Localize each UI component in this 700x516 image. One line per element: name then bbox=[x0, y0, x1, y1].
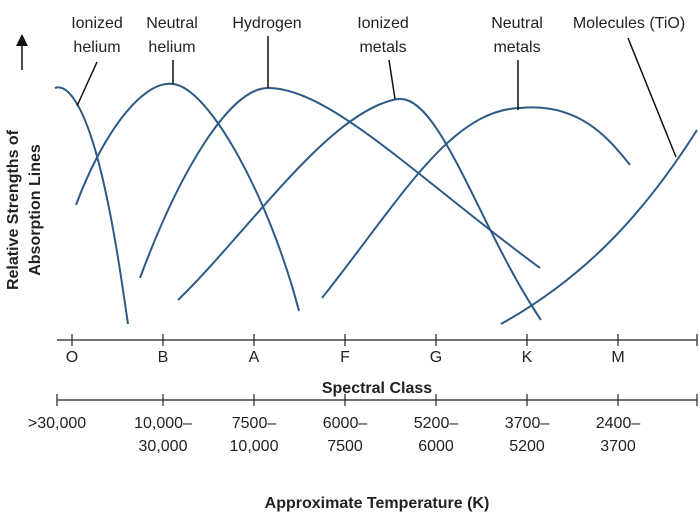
spectral-class: K bbox=[522, 349, 533, 366]
temperature-label: >30,000 bbox=[28, 415, 86, 432]
spectral-class: M bbox=[611, 349, 624, 366]
spectral-class: B bbox=[158, 349, 169, 366]
curve-label: helium bbox=[73, 39, 120, 56]
curve-label: helium bbox=[148, 39, 195, 56]
neutral-metals-curve bbox=[321, 106, 631, 299]
y-axis-label: Relative Strengths of bbox=[5, 129, 22, 290]
temperature-label: 10,000 bbox=[230, 438, 279, 455]
temperature-label: 5200– bbox=[414, 415, 459, 432]
temperature-label: 7500– bbox=[232, 415, 277, 432]
ionized-helium-curve bbox=[54, 86, 129, 325]
curve-label: metals bbox=[359, 39, 406, 56]
spectral-class: A bbox=[249, 349, 260, 366]
neutral-helium-curve bbox=[75, 82, 300, 312]
temperature-axis-label: Approximate Temperature (K) bbox=[265, 495, 490, 512]
temperature-label: 10,000– bbox=[134, 415, 192, 432]
temperature-label: 2400– bbox=[596, 415, 641, 432]
curve-label: Neutral bbox=[491, 15, 543, 32]
temperature-label: 6000 bbox=[418, 438, 454, 455]
spectral-class: G bbox=[430, 349, 442, 366]
curve-label: Ionized bbox=[357, 15, 409, 32]
hydrogen-curve bbox=[139, 86, 541, 279]
x-axis-label: Spectral Class bbox=[322, 380, 432, 397]
curve-label: metals bbox=[493, 39, 540, 56]
curve-label: Neutral bbox=[146, 15, 198, 32]
leader-line bbox=[388, 59, 396, 100]
temperature-label: 6000– bbox=[323, 415, 368, 432]
ionized-metals-curve bbox=[177, 97, 542, 321]
curve-label: Molecules (TiO) bbox=[573, 15, 685, 32]
curve-label: Ionized bbox=[71, 15, 123, 32]
curve-label: Hydrogen bbox=[232, 15, 301, 32]
temperature-label: 30,000 bbox=[139, 438, 188, 455]
leader-line bbox=[76, 61, 98, 107]
temperature-label: 5200 bbox=[509, 438, 545, 455]
spectral-class: F bbox=[340, 349, 350, 366]
temperature-label: 7500 bbox=[327, 438, 363, 455]
temperature-label: 3700 bbox=[600, 438, 636, 455]
temperature-label: 3700– bbox=[505, 415, 550, 432]
spectral-class: O bbox=[66, 349, 78, 366]
leader-line bbox=[627, 37, 677, 158]
y-axis-label: Absorption Lines bbox=[27, 144, 44, 276]
molecules-curve bbox=[500, 129, 698, 325]
